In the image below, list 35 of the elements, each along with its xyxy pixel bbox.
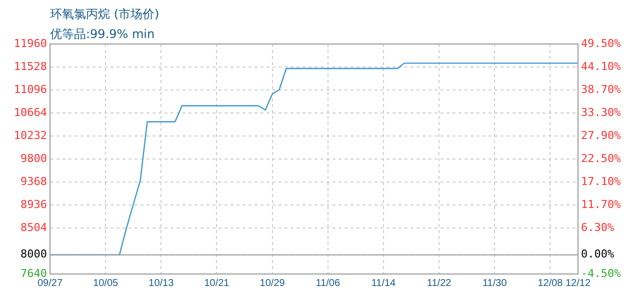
x-tick-label: 11/06 [316, 278, 340, 289]
x-tick-label: 09/27 [37, 278, 63, 289]
y2-tick-label: 22.50% [581, 152, 622, 165]
chart-title: 环氧氯丙烷 (市场价) [50, 6, 160, 23]
y2-tick-label: 49.50% [581, 36, 622, 50]
x-tick-label: 10/13 [148, 278, 174, 289]
y-tick-label: 11096 [14, 82, 47, 96]
y2-tick-label: 6.30% [581, 220, 614, 234]
y-tick-label: 10664 [14, 106, 48, 119]
y-tick-label: 8936 [20, 198, 47, 211]
y2-tick-label: 0.00% [581, 248, 614, 261]
chart-subtitle: 优等品:99.9% min [50, 26, 155, 43]
y2-tick-label: 27.90% [581, 128, 622, 142]
y2-tick-label: -4.50% [581, 266, 622, 280]
y-tick-label: 10232 [14, 128, 47, 142]
y-tick-label: 11960 [14, 36, 47, 50]
y-tick-label: 8000 [20, 248, 47, 261]
x-tick-label: 10/29 [260, 278, 286, 289]
y2-tick-label: 11.70% [581, 198, 622, 211]
y-tick-label: 9800 [20, 152, 47, 165]
x-tick-label: 12/12 [565, 278, 591, 289]
x-tick-label: 10/05 [93, 278, 119, 289]
y-tick-label: 9368 [20, 174, 47, 188]
y2-tick-label: 33.30% [581, 106, 622, 119]
x-tick-label: 11/22 [426, 278, 452, 289]
y2-tick-label: 38.70% [581, 82, 622, 96]
x-tick-label: 10/21 [204, 278, 230, 289]
x-tick-label: 11/30 [482, 278, 508, 289]
y-tick-label: 8504 [20, 220, 48, 234]
y2-tick-label: 17.10% [581, 174, 622, 188]
x-tick-label: 12/08 [538, 278, 564, 289]
y2-tick-label: 44.10% [581, 60, 622, 73]
y-tick-label: 11528 [14, 60, 47, 73]
x-tick-label: 11/14 [371, 278, 396, 289]
y-tick-label: 7640 [20, 266, 47, 280]
